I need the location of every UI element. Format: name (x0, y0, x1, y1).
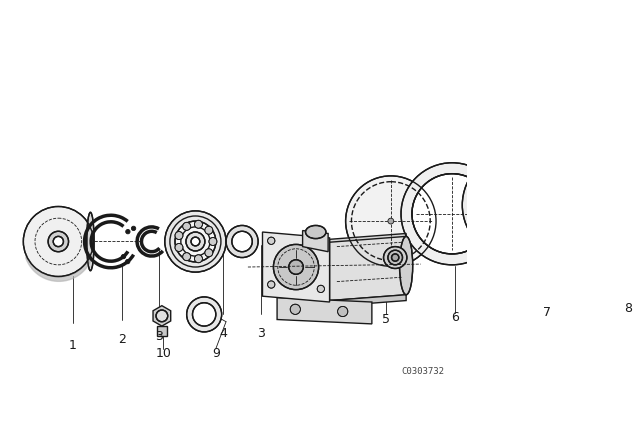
Circle shape (401, 163, 503, 265)
Circle shape (209, 237, 217, 246)
Circle shape (337, 306, 348, 317)
Ellipse shape (289, 260, 303, 274)
Text: 9: 9 (212, 347, 220, 360)
Polygon shape (330, 237, 406, 301)
Circle shape (462, 152, 567, 258)
Circle shape (205, 249, 213, 257)
Text: 7: 7 (543, 306, 551, 319)
Ellipse shape (273, 245, 319, 289)
Ellipse shape (305, 225, 326, 239)
Circle shape (226, 225, 258, 258)
Circle shape (125, 259, 130, 264)
Circle shape (511, 202, 518, 209)
Text: 3: 3 (257, 327, 265, 340)
Circle shape (175, 221, 216, 262)
Circle shape (131, 226, 136, 231)
Text: C0303732: C0303732 (402, 366, 445, 376)
Circle shape (53, 237, 63, 246)
Circle shape (182, 222, 191, 230)
Circle shape (412, 174, 492, 254)
Polygon shape (157, 326, 167, 336)
Circle shape (186, 232, 205, 251)
Circle shape (346, 176, 436, 266)
Circle shape (506, 196, 524, 214)
Ellipse shape (87, 212, 94, 271)
Circle shape (195, 255, 202, 263)
Polygon shape (330, 295, 406, 306)
Circle shape (156, 310, 168, 322)
Circle shape (48, 231, 68, 252)
Text: 10: 10 (156, 347, 172, 360)
Circle shape (205, 226, 213, 234)
Polygon shape (559, 150, 632, 252)
Circle shape (388, 218, 394, 224)
Text: 3: 3 (155, 330, 163, 343)
Circle shape (268, 281, 275, 288)
Circle shape (195, 220, 202, 228)
Circle shape (164, 211, 226, 272)
Circle shape (23, 207, 93, 276)
Text: 2: 2 (118, 333, 127, 346)
Text: 5: 5 (383, 313, 390, 326)
Polygon shape (277, 297, 372, 324)
Circle shape (125, 229, 130, 234)
Ellipse shape (388, 250, 403, 265)
Text: 8: 8 (625, 302, 632, 315)
Circle shape (193, 303, 216, 326)
Circle shape (317, 241, 324, 249)
Text: 4: 4 (219, 327, 227, 340)
Circle shape (187, 297, 221, 332)
Ellipse shape (392, 254, 399, 261)
Circle shape (317, 285, 324, 293)
Polygon shape (262, 232, 330, 302)
Circle shape (175, 232, 183, 240)
Polygon shape (303, 231, 328, 252)
Circle shape (232, 231, 252, 252)
Ellipse shape (399, 237, 413, 295)
Circle shape (182, 253, 191, 261)
Circle shape (191, 237, 200, 246)
Ellipse shape (383, 246, 407, 268)
Circle shape (268, 237, 275, 245)
Circle shape (290, 304, 300, 314)
Text: 6: 6 (451, 311, 459, 324)
Circle shape (175, 243, 183, 251)
Text: 1: 1 (69, 339, 77, 352)
Polygon shape (330, 233, 406, 251)
Circle shape (122, 254, 125, 259)
Polygon shape (153, 306, 171, 326)
